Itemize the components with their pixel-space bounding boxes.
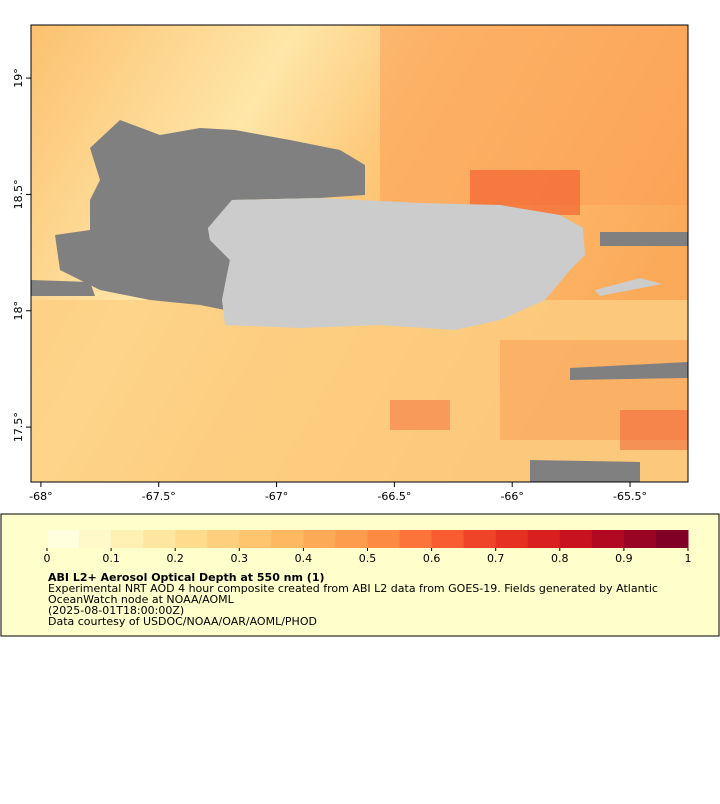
y-tick-label: 18.5° — [12, 179, 25, 209]
legend-title: ABI L2+ Aerosol Optical Depth at 550 nm … — [48, 571, 325, 584]
colorbar-tick-label: 0.5 — [359, 552, 377, 565]
no-data — [600, 232, 688, 246]
x-tick-label: -67° — [265, 490, 288, 503]
no-data — [31, 280, 95, 296]
axes: -68° -67.5° -67° -66.5° -66° -65.5° 17.5° 18° 18… — [12, 68, 647, 503]
legend-line: (2025-08-01T18:00:00Z) — [48, 604, 184, 617]
colorbar-tick-label: 0.7 — [487, 552, 505, 565]
colorbar-swatch — [559, 530, 593, 548]
legend-lines: Experimental NRT AOD 4 hour composite cr… — [48, 582, 658, 628]
no-data — [55, 120, 365, 310]
aod-patch — [390, 400, 450, 430]
colorbar-tick-label: 0.1 — [102, 552, 120, 565]
colorbar-tick-label: 0.8 — [551, 552, 569, 565]
y-tick-label: 19° — [12, 68, 25, 88]
colorbar-tick-label: 0 — [44, 552, 51, 565]
no-data — [530, 460, 640, 482]
colorbar-tick-label: 0.4 — [295, 552, 313, 565]
colorbar-tick-label: 1 — [685, 552, 692, 565]
colorbar-swatch — [623, 530, 657, 548]
colorbar-swatch — [47, 530, 80, 548]
colorbar-swatch — [207, 530, 240, 548]
colorbar-swatch — [111, 530, 144, 548]
x-tick-label: -65.5° — [613, 490, 647, 503]
colorbar-swatch — [367, 530, 401, 548]
no-data — [570, 362, 688, 380]
colorbar: 0 0.1 0.2 0.3 0.4 0.5 0.6 0.7 0.8 0.9 1 — [44, 530, 692, 565]
colorbar-swatch — [495, 530, 529, 548]
colorbar-tick-label: 0.6 — [423, 552, 441, 565]
vieques — [595, 278, 662, 296]
colorbar-swatch — [463, 530, 497, 548]
map-frame — [30, 24, 689, 483]
map — [30, 24, 689, 483]
colorbar-tick-label: 0.3 — [231, 552, 249, 565]
colorbar-tick-label: 0.9 — [615, 552, 633, 565]
puerto-rico — [208, 198, 585, 330]
x-tick-label: -67.5° — [142, 490, 176, 503]
colorbar-swatch — [175, 530, 208, 548]
legend-line: Data courtesy of USDOC/NOAA/OAR/AOML/PHO… — [48, 615, 317, 628]
aod-patch — [620, 410, 688, 450]
colorbar-swatch — [431, 530, 465, 548]
x-tick-label: -68° — [29, 490, 52, 503]
colorbar-swatch — [271, 530, 304, 548]
colorbar-swatch — [655, 530, 689, 548]
colorbar-swatch — [239, 530, 272, 548]
colorbar-swatch — [399, 530, 433, 548]
y-tick-label: 18° — [12, 301, 25, 321]
colorbar-swatch — [143, 530, 176, 548]
x-tick-label: -66.5° — [377, 490, 411, 503]
colorbar-swatch — [303, 530, 336, 548]
colorbar-swatch — [335, 530, 368, 548]
legend-line: Experimental NRT AOD 4 hour composite cr… — [48, 582, 658, 595]
colorbar-swatch — [527, 530, 561, 548]
colorbar-tick-label: 0.2 — [166, 552, 184, 565]
colorbar-swatch — [79, 530, 112, 548]
x-tick-label: -66° — [500, 490, 523, 503]
colorbar-swatch — [591, 530, 625, 548]
legend-line: OceanWatch node at NOAA/AOML — [48, 593, 235, 606]
y-tick-label: 17.5° — [12, 412, 25, 442]
